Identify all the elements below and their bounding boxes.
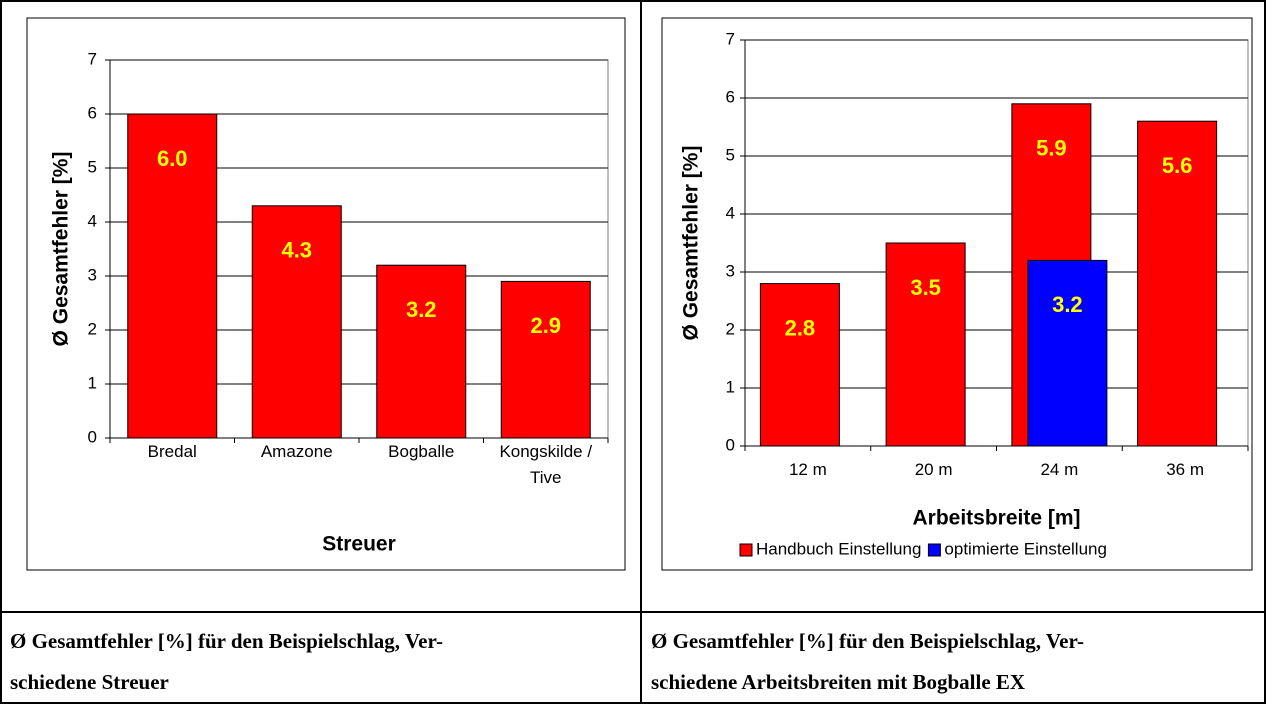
y-tick-label: 6	[726, 87, 735, 106]
bar	[376, 264, 467, 439]
caption: Ø Gesamtfehler [%] für den Beispielschla…	[651, 629, 1084, 653]
bar	[1027, 259, 1108, 447]
value-label: 5.9	[1036, 136, 1067, 161]
caption: schiedene Arbeitsbreiten mit Bogballe EX	[651, 670, 1025, 694]
value-label: 5.6	[1162, 153, 1193, 178]
legend-swatch	[927, 543, 941, 557]
y-tick-label: 0	[726, 435, 735, 454]
bar	[1137, 120, 1218, 447]
bar	[500, 280, 591, 439]
x-tick-label: Bogballe	[388, 442, 455, 461]
legend-label: optimierte Einstellung	[944, 539, 1107, 558]
legend-swatch	[739, 543, 753, 557]
y-tick-label: 1	[726, 377, 735, 396]
x-tick-label: Kongskilde / Tive	[499, 442, 593, 487]
y-tick-label: 5	[726, 145, 735, 164]
value-label: 6.0	[157, 146, 188, 171]
y-axis-title: Ø Gesamtfehler [%]	[50, 152, 73, 347]
value-label: 3.2	[406, 297, 437, 322]
x-tick-label: Amazone	[260, 442, 333, 461]
x-axis-title: Arbeitsbreite [m]	[912, 507, 1080, 530]
y-tick-label: 5	[88, 157, 97, 176]
y-tick-label: 6	[88, 103, 97, 122]
y-tick-label: 4	[726, 203, 735, 222]
bar	[885, 242, 966, 447]
legend-label: Handbuch Einstellung	[756, 539, 921, 558]
y-tick-label: 3	[726, 261, 735, 280]
value-label: 2.9	[530, 313, 561, 338]
value-label: 2.8	[785, 315, 816, 340]
caption: Ø Gesamtfehler [%] für den Beispielschla…	[10, 629, 443, 653]
y-tick-label: 0	[88, 427, 97, 446]
y-tick-label: 3	[88, 265, 97, 284]
bar	[251, 205, 342, 439]
y-tick-label: 4	[88, 211, 97, 230]
x-tick-label: 20 m	[914, 460, 953, 479]
y-tick-label: 7	[88, 49, 97, 68]
value-label: 4.3	[281, 238, 312, 263]
y-tick-label: 1	[88, 373, 97, 392]
value-label: 3.5	[910, 275, 941, 300]
bar	[759, 283, 840, 447]
bar	[127, 113, 218, 439]
y-tick-label: 7	[726, 29, 735, 48]
x-tick-label: 24 m	[1040, 460, 1079, 479]
y-axis-title: Ø Gesamtfehler [%]	[680, 146, 703, 341]
x-tick-label: Bredal	[147, 442, 197, 461]
x-tick-label: 12 m	[788, 460, 827, 479]
x-tick-label: 36 m	[1166, 460, 1205, 479]
y-tick-label: 2	[88, 319, 97, 338]
value-label: 3.2	[1052, 292, 1083, 317]
x-axis-title: Streuer	[322, 533, 396, 556]
y-tick-label: 2	[726, 319, 735, 338]
caption: schiedene Streuer	[10, 670, 169, 694]
